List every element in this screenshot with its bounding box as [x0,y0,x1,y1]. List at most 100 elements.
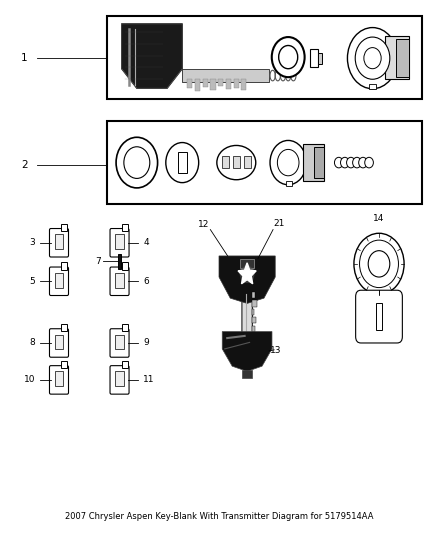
Circle shape [359,157,367,168]
FancyBboxPatch shape [49,267,68,295]
Text: 2: 2 [21,160,28,170]
FancyBboxPatch shape [49,229,68,257]
Bar [240,259,254,268]
Bar [202,79,208,87]
Bar [115,235,124,249]
Bar [55,335,64,349]
Polygon shape [240,264,255,282]
Text: 13: 13 [270,346,282,356]
Bar [252,351,256,357]
FancyBboxPatch shape [49,329,68,357]
Text: 10: 10 [24,375,35,384]
Polygon shape [182,69,269,82]
Text: 15: 15 [373,279,385,288]
Text: 21: 21 [274,219,285,228]
Text: 6: 6 [143,277,149,286]
Circle shape [270,140,306,185]
Bar [115,273,124,288]
Circle shape [354,233,404,294]
Bar [252,334,257,341]
Bar [61,324,67,332]
Circle shape [116,138,158,188]
Polygon shape [122,24,182,88]
Ellipse shape [217,146,256,180]
Text: 12: 12 [198,220,209,229]
Circle shape [364,47,381,69]
FancyBboxPatch shape [110,329,129,357]
Bar [178,152,187,173]
Circle shape [166,142,199,183]
Bar [304,144,324,181]
Bar [286,181,292,187]
Bar [226,79,231,90]
Bar [310,49,318,67]
Circle shape [353,157,361,168]
Text: 4: 4 [143,238,149,247]
Bar [222,156,229,168]
Bar [252,309,254,315]
FancyBboxPatch shape [110,366,129,394]
Bar [122,262,128,270]
Text: 7: 7 [95,257,101,266]
Text: 8: 8 [29,338,35,348]
Circle shape [335,157,343,168]
Bar [61,361,67,368]
Circle shape [272,37,304,77]
Bar [122,324,128,332]
FancyBboxPatch shape [110,267,129,295]
Circle shape [124,147,150,179]
Text: 5: 5 [29,277,35,286]
Bar [218,79,223,86]
Bar [195,79,201,91]
Text: 2007 Chrysler Aspen Key-Blank With Transmitter Diagram for 5179514AA: 2007 Chrysler Aspen Key-Blank With Trans… [65,512,373,521]
Bar [55,273,64,288]
Polygon shape [242,294,252,375]
Bar [233,156,240,168]
Bar [55,235,64,249]
Circle shape [360,240,399,288]
FancyBboxPatch shape [356,290,403,343]
Bar [106,16,422,99]
Bar [115,372,124,386]
Bar [61,224,67,231]
Bar [187,79,192,88]
Bar [252,292,255,298]
Circle shape [279,45,298,69]
Bar [318,53,322,64]
Text: 11: 11 [143,375,155,384]
Bar [55,372,64,386]
Text: 1: 1 [21,53,28,63]
Text: 3: 3 [29,238,35,247]
Bar [385,36,409,79]
Bar [252,300,257,306]
Circle shape [340,157,349,168]
Circle shape [365,157,373,168]
Bar [252,326,255,332]
Bar [314,147,324,179]
Bar [240,79,246,90]
FancyBboxPatch shape [110,229,129,257]
Bar [396,39,409,77]
Circle shape [277,149,299,176]
Polygon shape [222,332,272,372]
FancyBboxPatch shape [49,366,68,394]
Bar [370,84,376,90]
Circle shape [355,37,390,79]
Polygon shape [219,256,275,303]
Text: 9: 9 [143,338,149,348]
Bar [122,224,128,231]
Circle shape [368,251,390,277]
Bar [252,317,256,324]
Bar [115,335,124,349]
Text: 14: 14 [373,214,385,223]
Bar [106,122,422,204]
Polygon shape [238,263,256,284]
Circle shape [346,157,355,168]
Bar [61,262,67,270]
Bar [210,79,215,90]
Bar [252,342,254,349]
Circle shape [347,28,398,89]
Bar [122,361,128,368]
Bar [375,303,382,330]
Bar [234,79,239,88]
